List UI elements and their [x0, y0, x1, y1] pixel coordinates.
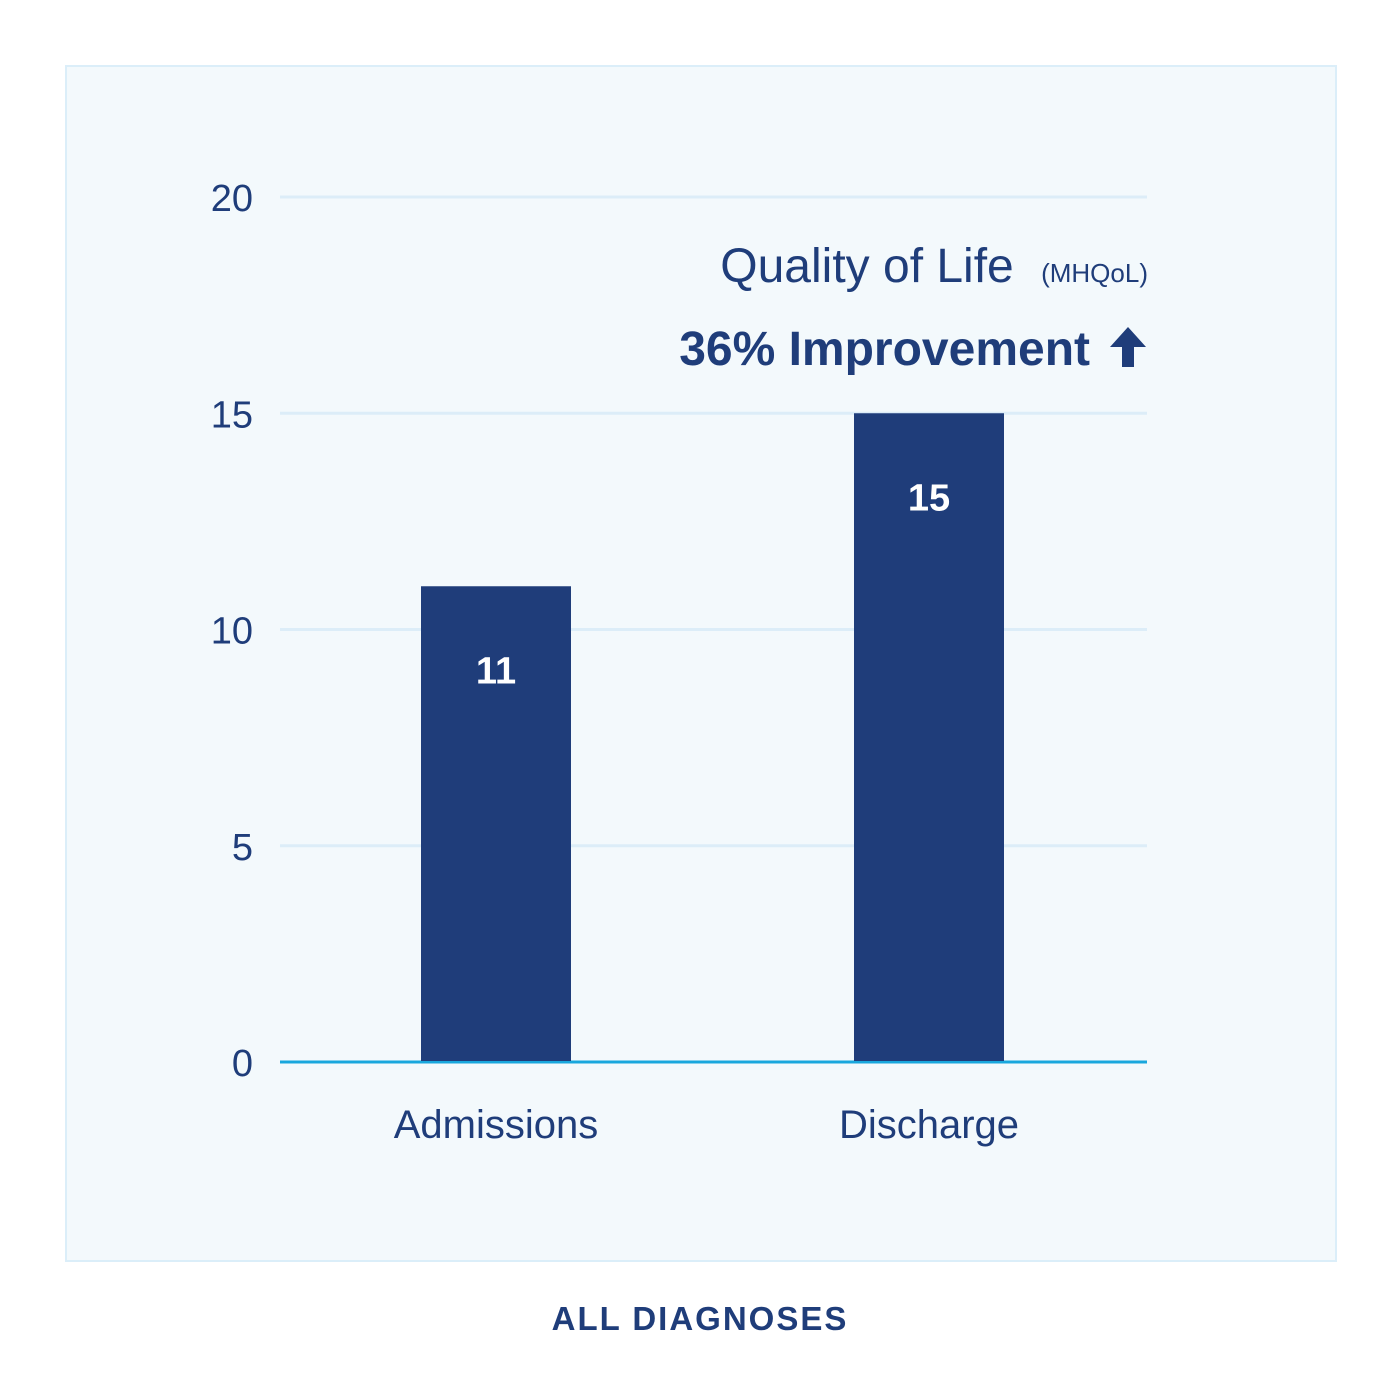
chart-title-suffix: (MHQoL): [1041, 258, 1148, 288]
y-tick-label: 5: [232, 827, 253, 869]
chart-title-block: Quality of Life (MHQoL) 36% Improvement: [679, 240, 1148, 376]
bar-admissions: [421, 586, 571, 1061]
bar-discharge: [854, 413, 1004, 1061]
bar-value-label: 11: [476, 650, 516, 692]
bars: 11 15: [421, 413, 1004, 1061]
x-tick-label: Admissions: [394, 1103, 599, 1147]
chart-title: Quality of Life (MHQoL): [720, 240, 1148, 293]
chart-title-main: Quality of Life: [720, 240, 1013, 293]
chart-caption: ALL DIAGNOSES: [551, 1300, 849, 1337]
bar-value-label: 15: [908, 477, 950, 519]
y-tick-label: 10: [211, 611, 253, 653]
y-tick-label: 15: [211, 394, 253, 436]
x-axis-ticks: Admissions Discharge: [394, 1103, 1019, 1147]
y-axis-ticks: 0 5 10 15 20: [211, 178, 253, 1085]
y-tick-label: 0: [232, 1043, 253, 1085]
arrow-up-icon: [1110, 327, 1146, 367]
x-tick-label: Discharge: [839, 1103, 1019, 1147]
y-tick-label: 20: [211, 178, 253, 220]
chart-subtitle: 36% Improvement: [679, 323, 1090, 376]
